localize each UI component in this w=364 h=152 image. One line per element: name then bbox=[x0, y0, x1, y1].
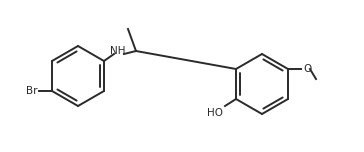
Text: Br: Br bbox=[25, 86, 37, 96]
Text: O: O bbox=[303, 64, 311, 74]
Text: NH: NH bbox=[110, 46, 126, 56]
Text: HO: HO bbox=[207, 108, 223, 118]
